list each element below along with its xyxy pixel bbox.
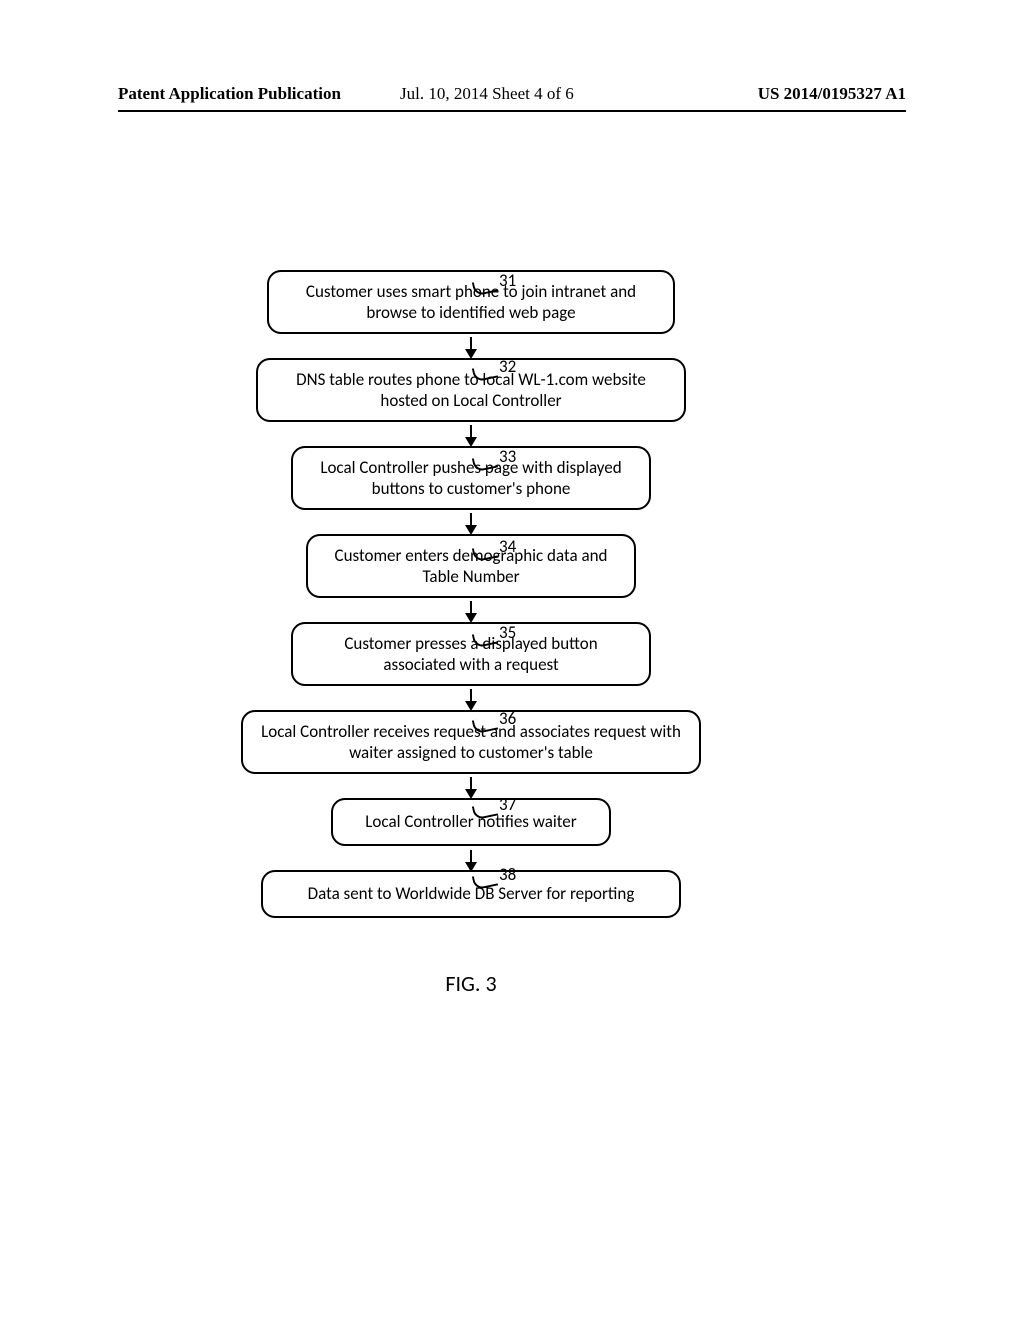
figure-caption: FIG. 3 bbox=[445, 970, 496, 997]
arrow-head-icon bbox=[465, 789, 477, 799]
arrow-head-icon bbox=[465, 437, 477, 447]
header-rule bbox=[118, 110, 906, 112]
header-publication-number: US 2014/0195327 A1 bbox=[758, 84, 906, 104]
reference-label: 38 bbox=[499, 864, 516, 885]
flowchart-step-37: Local Controller notifies waiter37 bbox=[331, 798, 611, 846]
arrow-head-icon bbox=[465, 525, 477, 535]
arrow-head-icon bbox=[465, 349, 477, 359]
arrow-head-icon bbox=[465, 613, 477, 623]
reference-label: 37 bbox=[499, 794, 516, 815]
reference-label: 34 bbox=[499, 536, 516, 557]
flowchart-step-34: Customer enters demographic data and Tab… bbox=[306, 534, 636, 598]
flowchart-step-38: Data sent to Worldwide DB Server for rep… bbox=[261, 870, 681, 918]
header-date-sheet: Jul. 10, 2014 Sheet 4 of 6 bbox=[400, 84, 574, 104]
arrow-head-icon bbox=[465, 862, 477, 872]
flowchart-box: Local Controller receives request and as… bbox=[241, 710, 701, 774]
reference-label: 35 bbox=[499, 622, 516, 643]
flowchart-step-31: Customer uses smart phone to join intran… bbox=[267, 270, 675, 334]
header-publication: Patent Application Publication bbox=[118, 84, 341, 104]
flowchart-box: DNS table routes phone to local WL-1.com… bbox=[256, 358, 686, 422]
flowchart-box: Local Controller notifies waiter bbox=[331, 798, 611, 846]
flowchart-box: Customer presses a displayed button asso… bbox=[291, 622, 651, 686]
flowchart-box: Local Controller pushes page with displa… bbox=[291, 446, 651, 510]
flowchart-step-36: Local Controller receives request and as… bbox=[241, 710, 701, 774]
arrow-head-icon bbox=[465, 701, 477, 711]
flowchart-box: Customer enters demographic data and Tab… bbox=[306, 534, 636, 598]
reference-label: 36 bbox=[499, 708, 516, 729]
flowchart-box: Customer uses smart phone to join intran… bbox=[267, 270, 675, 334]
flowchart-step-35: Customer presses a displayed button asso… bbox=[291, 622, 651, 686]
flowchart-step-32: DNS table routes phone to local WL-1.com… bbox=[256, 358, 686, 422]
flowchart-step-33: Local Controller pushes page with displa… bbox=[291, 446, 651, 510]
reference-label: 31 bbox=[499, 270, 516, 291]
reference-label: 33 bbox=[499, 446, 516, 467]
reference-label: 32 bbox=[499, 356, 516, 377]
